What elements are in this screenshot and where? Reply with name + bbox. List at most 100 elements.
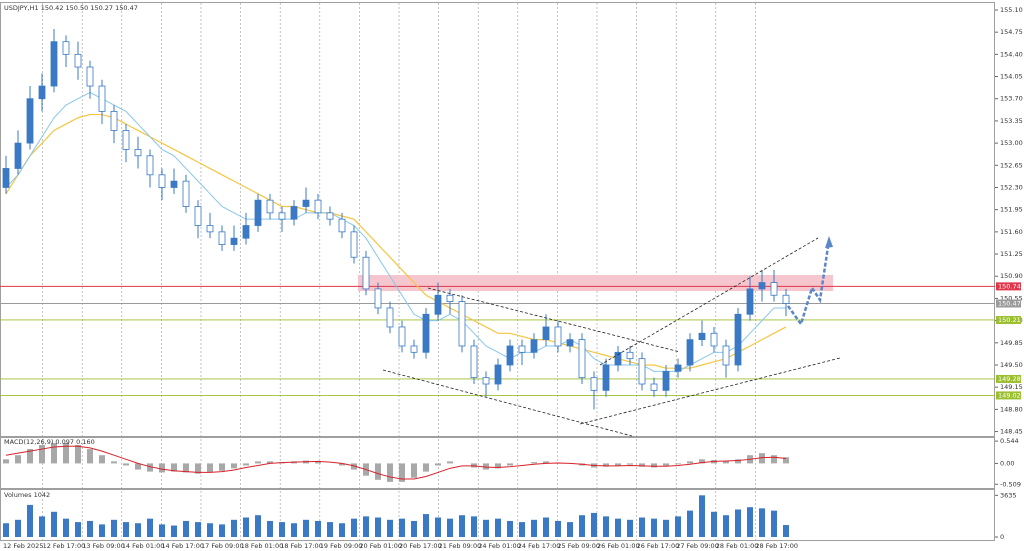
volume-bar — [687, 510, 693, 537]
volume-bar — [39, 516, 45, 537]
candle-body — [386, 307, 394, 328]
macd-bar — [159, 463, 165, 473]
macd-bar — [675, 463, 681, 465]
volume-bar — [267, 520, 273, 537]
candle-body — [254, 199, 262, 226]
macd-bar — [423, 463, 429, 472]
candle-body — [542, 326, 550, 341]
candle-body — [674, 364, 682, 372]
candle-body — [62, 41, 70, 55]
trend-lines — [382, 237, 841, 437]
volume-bar — [111, 519, 117, 537]
candle-body — [350, 231, 358, 258]
level-label: 150.74 — [998, 282, 1021, 290]
y-tick-label: 153.70 — [1000, 95, 1023, 103]
level-tag — [996, 374, 1021, 383]
indicator-line — [5, 445, 787, 480]
macd-bar — [495, 463, 501, 469]
macd-bar — [699, 459, 705, 464]
volume-bar — [615, 518, 621, 537]
y-tick-label: 151.60 — [1000, 228, 1023, 236]
x-tick-label: 25 Feb 09:00 — [557, 542, 600, 550]
volume-bar — [627, 519, 633, 537]
volume-bar — [27, 504, 33, 537]
macd-panel — [0, 437, 995, 489]
volume-bar — [759, 508, 765, 537]
candle-body — [638, 358, 646, 385]
candle-body — [578, 339, 586, 379]
y-tick-label: 155.10 — [1000, 6, 1023, 14]
macd-bar — [531, 462, 537, 464]
y-tick-label: 149.50 — [1000, 361, 1023, 369]
x-tick-label: 14 Feb 01:00 — [122, 542, 165, 550]
y-tick-label: 0.00 — [1000, 459, 1014, 467]
candle-body — [590, 377, 598, 391]
volume-bar — [123, 522, 129, 537]
y-tick-label: 150.90 — [1000, 272, 1023, 280]
volume-bar — [63, 518, 69, 537]
volume-bar — [387, 519, 393, 537]
macd-bar — [771, 455, 777, 464]
macd-bar — [435, 463, 441, 466]
x-tick-label: 24 Feb 17:00 — [518, 542, 561, 550]
candle-body — [746, 288, 754, 315]
candle-body — [110, 111, 118, 131]
volume-bar — [495, 518, 501, 537]
volume-bar — [411, 520, 417, 537]
macd-bar — [447, 461, 453, 464]
forecast-arrow — [786, 239, 831, 327]
x-tick-label: 18 Feb 17:00 — [280, 542, 323, 550]
candle-body — [134, 149, 142, 157]
macd-bar — [543, 461, 549, 464]
volume-bar — [135, 523, 141, 537]
candle-body — [362, 256, 370, 290]
volume-bar — [459, 515, 465, 537]
volume-bar — [435, 517, 441, 537]
volume-bar — [591, 512, 597, 537]
macd-bar — [399, 463, 405, 482]
y-tick-label: 149.85 — [1000, 339, 1023, 347]
macd-bar — [51, 442, 57, 464]
macd-bar — [339, 463, 345, 466]
x-tick-label: 17 Feb 09:00 — [201, 542, 244, 550]
macd-bar — [387, 463, 393, 482]
macd-bar — [615, 463, 621, 466]
macd-bar — [687, 461, 693, 464]
level-tag — [996, 315, 1021, 324]
candle-body — [530, 339, 538, 353]
macd-bar — [195, 463, 201, 474]
candle-body — [14, 142, 22, 169]
volume-bar — [279, 522, 285, 537]
volume-bar — [183, 520, 189, 537]
volume-bar — [351, 518, 357, 537]
candle-body — [698, 332, 706, 341]
macd-bar — [183, 463, 189, 473]
volume-bar — [483, 519, 489, 537]
candle-body — [734, 313, 742, 366]
volume-bar — [255, 515, 261, 537]
candle-body — [602, 364, 610, 391]
y-tick-label: 3635 — [1000, 491, 1017, 499]
candle-body — [650, 383, 658, 391]
volume-bar — [651, 518, 657, 537]
candle-body — [494, 364, 502, 385]
y-tick-label: 150.55 — [1000, 294, 1023, 302]
volume-bar — [399, 518, 405, 537]
x-tick-label: 26 Feb 17:00 — [637, 542, 680, 550]
volume-bar — [471, 516, 477, 537]
volume-bar — [327, 522, 333, 537]
x-tick-label: 20 Feb 17:00 — [399, 542, 442, 550]
macd-bar — [723, 461, 729, 464]
volume-bar — [639, 517, 645, 537]
y-tick-label: 153.35 — [1000, 117, 1023, 125]
macd-bar — [507, 463, 513, 466]
level-tag — [996, 282, 1021, 291]
candle-body — [782, 294, 790, 304]
volume-bar — [447, 518, 453, 537]
volume-bar — [747, 507, 753, 537]
level-tag — [996, 299, 1021, 308]
candle-body — [278, 212, 286, 220]
macd-bar — [243, 463, 249, 466]
